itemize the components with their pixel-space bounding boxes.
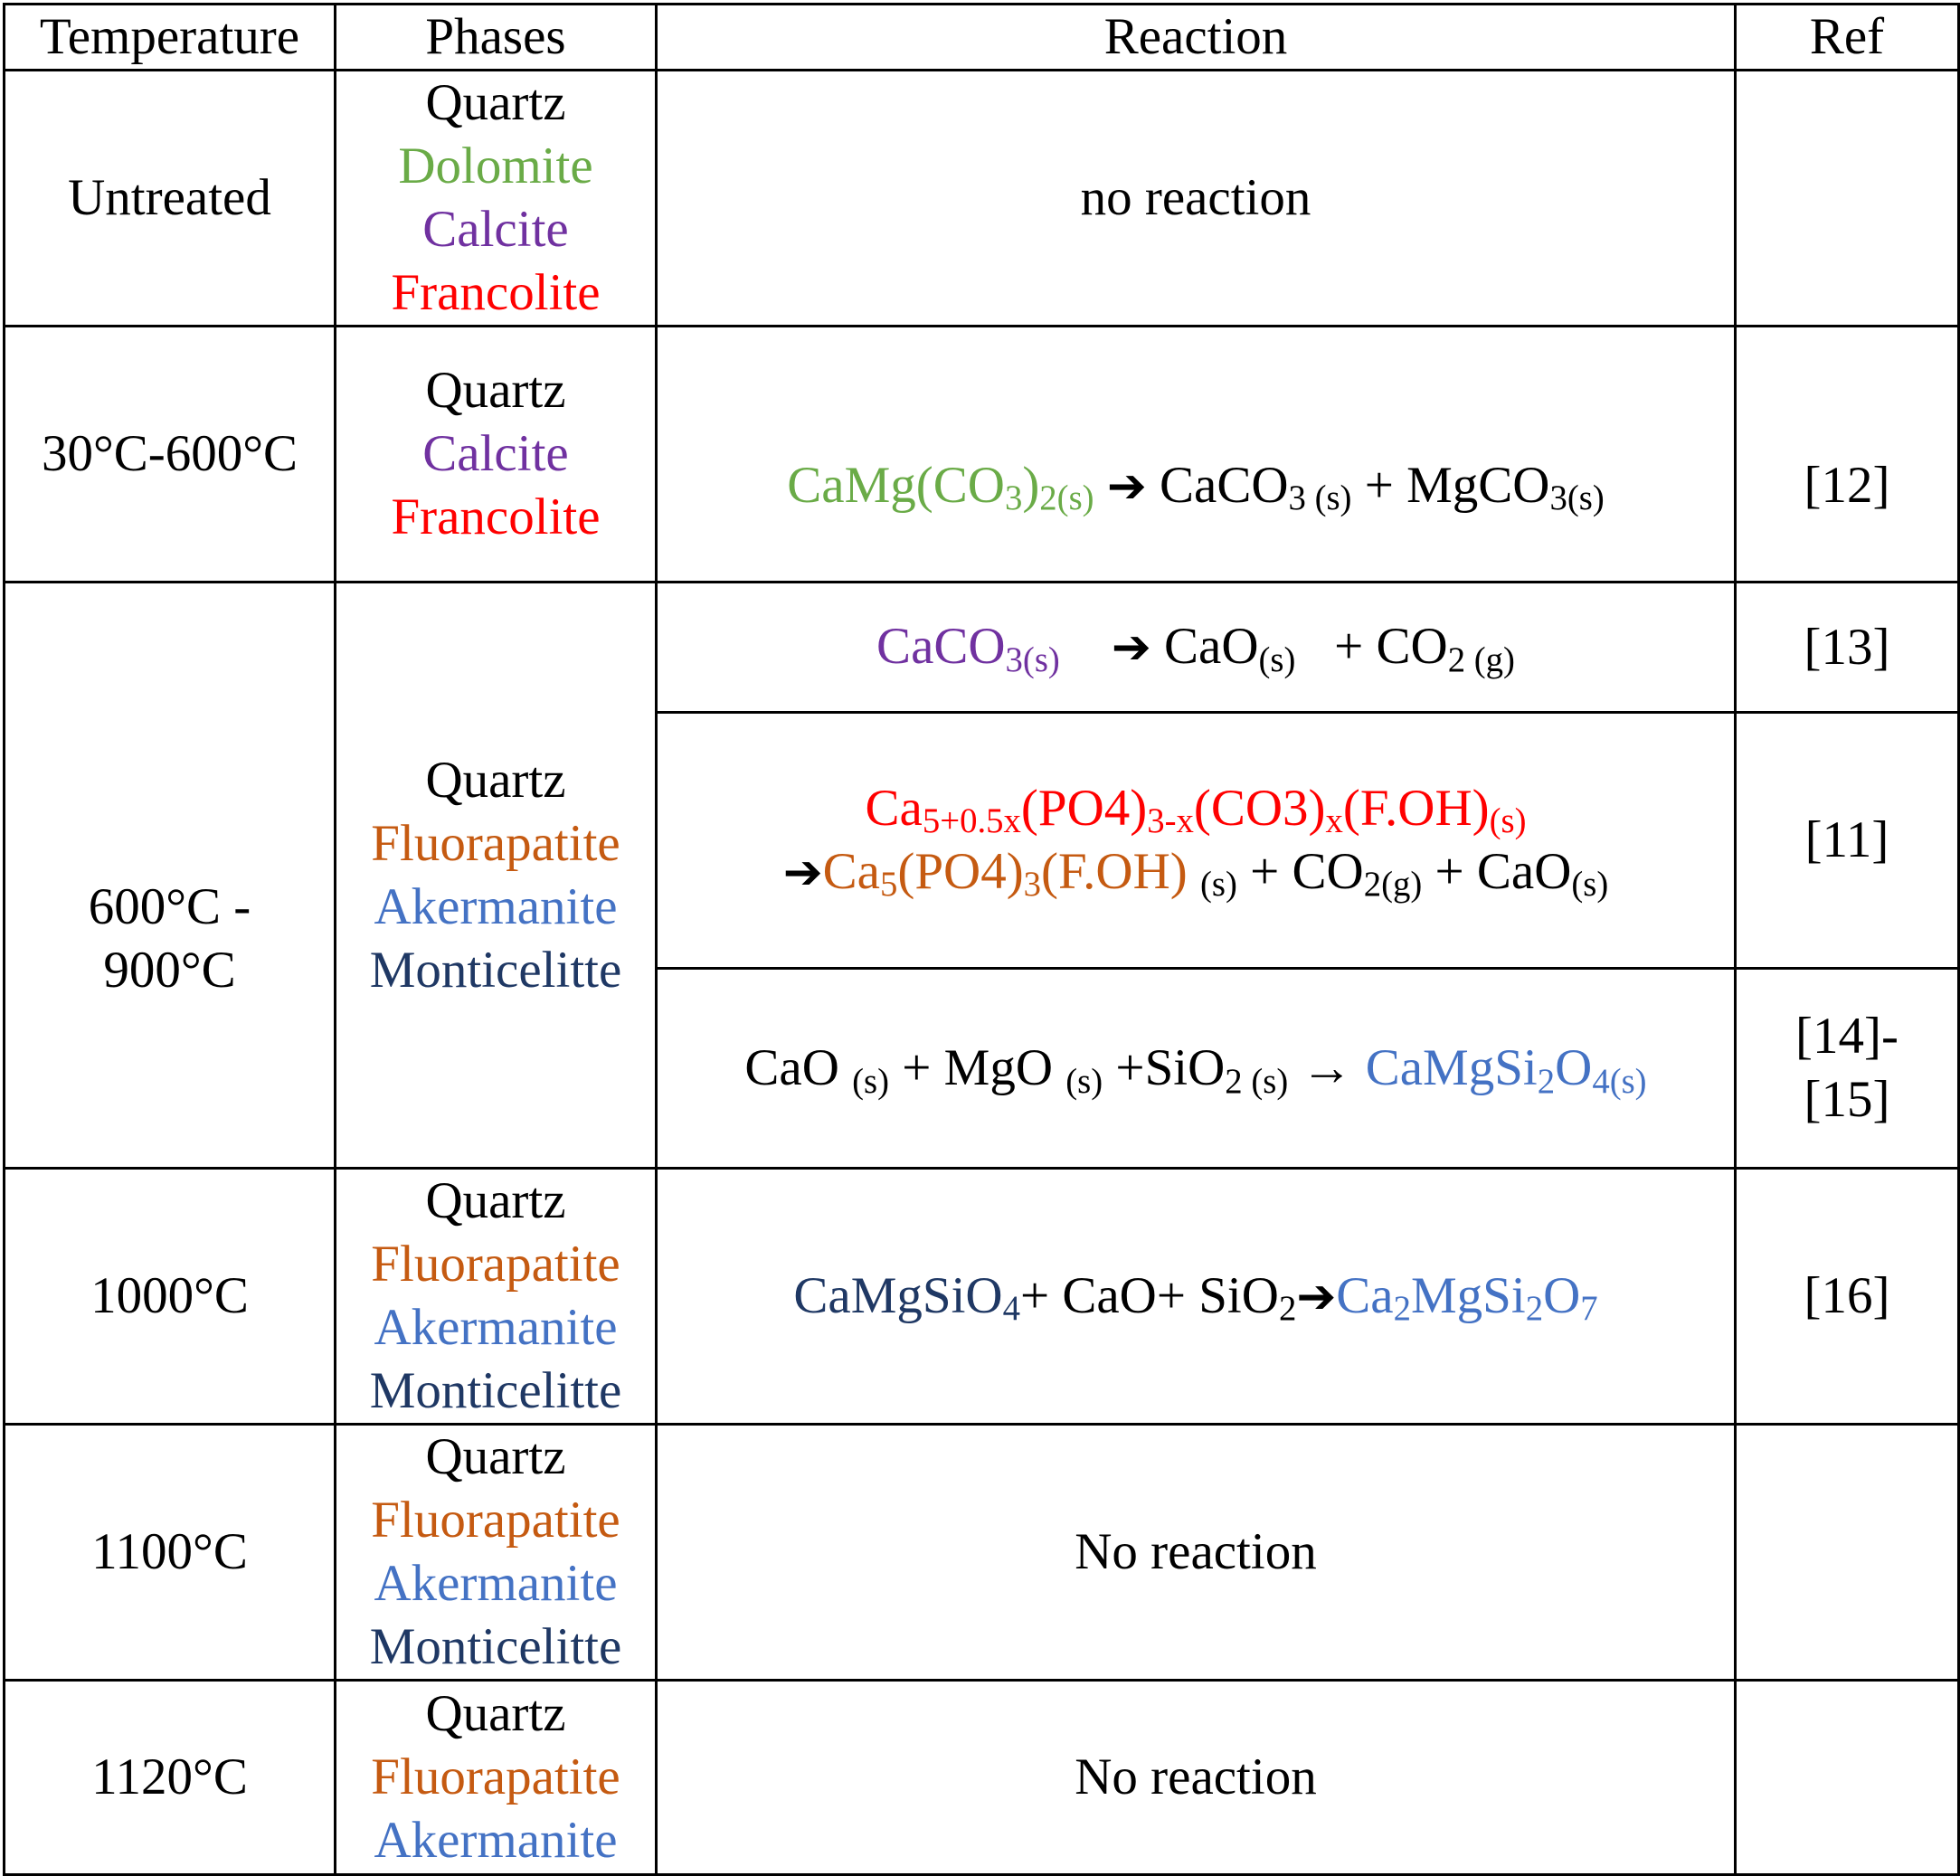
phase-reaction-table: Temperature Phases Reaction Ref Untreate… [3, 3, 1960, 1876]
temperature-cell: 1100°C [3, 1423, 336, 1682]
table-row: Untreated Quartz Dolomite Calcite Franco… [3, 69, 1960, 327]
ref-cell: [11] [1734, 711, 1960, 970]
phases-cell: Quartz Fluorapatite Akermanite Monticeli… [334, 581, 658, 1170]
reaction-cell: No reaction [655, 1679, 1737, 1876]
phase-calcite: Calcite [422, 425, 569, 482]
reaction-cell: Ca5+0.5x(PO4)3-x(CO3)x(F.OH)(s) ➔Ca5(PO4)… [655, 711, 1737, 970]
phase-quartz: Quartz [425, 1428, 566, 1485]
temperature-line1: 600°C - [88, 877, 251, 935]
ref-cell: [16] [1734, 1167, 1960, 1426]
phase-akermanite: Akermanite [374, 1299, 618, 1356]
reaction-cell: CaO (s) + MgO (s) +SiO2 (s) → CaMgSi2O4(… [655, 967, 1737, 1170]
ref-line1: [14]- [1795, 1008, 1898, 1065]
temperature-cell: 1000°C [3, 1167, 336, 1426]
ref-cell: [13] [1734, 581, 1960, 714]
reaction-cell: CaMgSiO4+ CaO+ SiO2➔Ca2MgSi2O7 [655, 1167, 1737, 1426]
ref-cell: [14]- [15] [1734, 967, 1960, 1170]
phase-quartz: Quartz [425, 1685, 566, 1742]
phase-calcite: Calcite [422, 201, 569, 258]
header-row: Temperature Phases Reaction Ref [3, 3, 1960, 71]
phase-akermanite: Akermanite [374, 1812, 618, 1869]
phases-cell: Quartz Calcite Francolite [334, 325, 658, 583]
temperature-cell: 600°C - 900°C [3, 581, 336, 1170]
phases-cell: Quartz Dolomite Calcite Francolite [334, 69, 658, 327]
phase-quartz: Quartz [425, 74, 566, 131]
reaction-cell: No reaction [655, 1423, 1737, 1682]
header-reaction: Reaction [655, 3, 1737, 71]
reaction-cell: CaMg(CO3)2(s) ➔ CaCO3 (s) + MgCO3(s) [655, 325, 1737, 583]
temperature-line2: 900°C [103, 941, 236, 999]
table-row: 600°C - 900°C Quartz Fluorapatite Akerma… [3, 581, 1960, 1170]
ref-cell [1734, 1679, 1960, 1876]
ref-line2: [15] [1804, 1071, 1890, 1128]
reaction-cell: no reaction [655, 69, 1737, 327]
phases-cell: Quartz Fluorapatite Akermanite [334, 1679, 658, 1876]
phase-francolite: Francolite [391, 488, 601, 545]
table-row: 1000°C Quartz Fluorapatite Akermanite Mo… [3, 1167, 1960, 1426]
table-row: 1120°C Quartz Fluorapatite Akermanite No… [3, 1679, 1960, 1876]
temperature-cell: 1120°C [3, 1679, 336, 1876]
ref-text: [12] [1804, 457, 1890, 514]
table-row: 30°C-600°C Quartz Calcite Francolite CaM… [3, 325, 1960, 583]
ref-cell [1734, 1423, 1960, 1682]
temperature-cell: 30°C-600°C [3, 325, 336, 583]
phase-fluorapatite: Fluorapatite [371, 1748, 620, 1805]
phase-akermanite: Akermanite [374, 1555, 618, 1612]
phase-francolite: Francolite [391, 264, 601, 321]
ref-cell [1734, 69, 1960, 327]
phase-monticelitte: Monticelitte [369, 1362, 622, 1419]
phase-quartz: Quartz [425, 751, 566, 809]
phase-quartz: Quartz [425, 1172, 566, 1229]
phases-cell: Quartz Fluorapatite Akermanite Monticeli… [334, 1423, 658, 1682]
phase-dolomite: Dolomite [398, 137, 593, 194]
header-ref: Ref [1734, 3, 1960, 71]
ref-cell: [12] [1734, 325, 1960, 583]
header-temperature: Temperature [3, 3, 336, 71]
phase-monticelitte: Monticelitte [369, 941, 622, 999]
table-row: 1100°C Quartz Fluorapatite Akermanite Mo… [3, 1423, 1960, 1682]
phase-akermanite: Akermanite [374, 877, 618, 935]
phase-fluorapatite: Fluorapatite [371, 1236, 620, 1293]
phase-fluorapatite: Fluorapatite [371, 1492, 620, 1549]
reaction-cell: CaCO3(s) ➔ CaO(s) + CO2 (g) [655, 581, 1737, 714]
phases-cell: Quartz Fluorapatite Akermanite Monticeli… [334, 1167, 658, 1426]
phase-quartz: Quartz [425, 362, 566, 419]
temperature-cell: Untreated [3, 69, 336, 327]
phase-fluorapatite: Fluorapatite [371, 814, 620, 872]
table-row: CaO (s) + MgO (s) +SiO2 (s) → CaMgSi2O4(… [5, 967, 1960, 1170]
table-row: Ca5+0.5x(PO4)3-x(CO3)x(F.OH)(s) ➔Ca5(PO4)… [5, 711, 1960, 970]
phase-monticelitte: Monticelitte [369, 1618, 622, 1675]
header-phases: Phases [334, 3, 658, 71]
